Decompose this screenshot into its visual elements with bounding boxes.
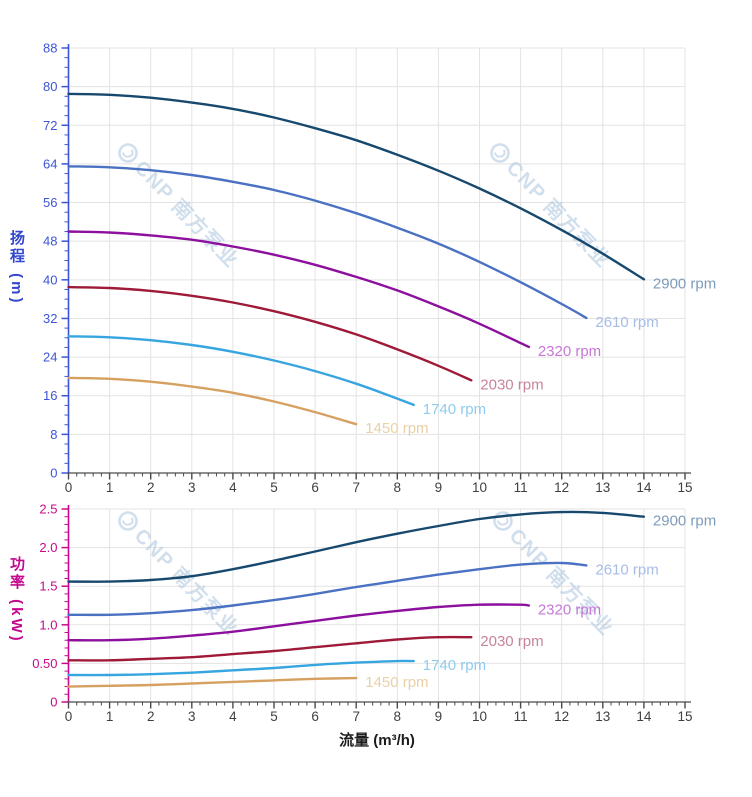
cnp-logo-icon	[118, 143, 138, 163]
x-tick-label: 15	[677, 709, 692, 724]
x-tick-label: 8	[394, 709, 402, 724]
x-tick-label: 12	[554, 480, 569, 495]
curve-2320-rpm	[67, 230, 530, 349]
cnp-logo-icon	[493, 511, 513, 531]
y-tick-label: 48	[43, 234, 57, 249]
y-tick-label: 16	[43, 388, 57, 403]
cnp-logo-icon	[118, 511, 138, 531]
x-tick-label: 3	[188, 480, 196, 495]
x-tick-label: 5	[270, 709, 278, 724]
x-tick-label: 4	[229, 709, 237, 724]
cnp-logo-swoosh	[496, 517, 509, 526]
cnp-logo-icon	[490, 143, 510, 163]
curve-2610-rpm	[67, 165, 588, 320]
y-tick-label: 32	[43, 311, 57, 326]
grid-layer	[68, 47, 686, 702]
x-tick-label: 0	[65, 480, 73, 495]
y-tick-label: 80	[43, 79, 57, 94]
curve-label-2320-rpm: 2320 rpm	[538, 343, 601, 360]
curve-label-1740-rpm: 1740 rpm	[423, 401, 486, 418]
curve-label-1450-rpm: 1450 rpm	[365, 674, 428, 691]
y-tick-label: 0.50	[32, 656, 57, 671]
curve-2320-rpm	[67, 603, 530, 642]
x-tick-label: 4	[229, 480, 237, 495]
curve-label-1450-rpm: 1450 rpm	[365, 420, 428, 437]
curve-label-2900-rpm: 2900 rpm	[653, 513, 716, 530]
x-tick-label: 1	[106, 709, 114, 724]
x-tick-label: 11	[514, 480, 528, 495]
x-tick-label: 9	[435, 709, 443, 724]
x-tick-label: 7	[352, 480, 360, 495]
y-tick-label: 56	[43, 195, 57, 210]
x-tick-label: 13	[595, 709, 610, 724]
watermark-text: CNP 南方泵业	[130, 523, 244, 640]
curve-1740-rpm	[67, 659, 415, 677]
y-tick-label: 40	[43, 272, 57, 287]
x-tick-label: 0	[65, 709, 73, 724]
y-tick-label: 0	[50, 695, 57, 710]
x-tick-label: 14	[636, 480, 652, 495]
watermark-text: CNP 南方泵业	[502, 155, 616, 272]
head-axis-title: 扬程 (m)	[8, 230, 25, 306]
curve-label-2030-rpm: 2030 rpm	[480, 376, 543, 393]
x-tick-label: 6	[311, 709, 319, 724]
x-tick-label: 2	[147, 709, 155, 724]
y-tick-label: 2.0	[39, 540, 57, 555]
x-tick-label: 8	[394, 480, 402, 495]
y-tick-label: 1.5	[39, 579, 57, 594]
curves-layer: 2900 rpm 2610 rpm 2320 rpm 2030 rpm 1740 rpm…	[67, 92, 716, 691]
x-tick-label: 10	[472, 480, 487, 495]
y-tick-label: 8	[50, 427, 57, 442]
y-tick-label: 24	[43, 350, 57, 365]
cnp-logo-swoosh	[121, 149, 134, 158]
curve-2030-rpm	[67, 285, 473, 382]
x-tick-label: 3	[188, 709, 196, 724]
x-tick-label: 1	[106, 480, 114, 495]
x-tick-label: 14	[636, 709, 652, 724]
cnp-logo-swoosh	[121, 517, 134, 526]
curve-2900-rpm	[67, 510, 646, 583]
watermark: CNP 南方泵业	[490, 143, 616, 272]
power-axis-title: 功率 (kW)	[8, 556, 25, 644]
x-tick-label: 13	[595, 480, 610, 495]
curve-label-2900-rpm: 2900 rpm	[653, 275, 716, 292]
watermark: CNP 南方泵业	[118, 511, 244, 640]
y-tick-label: 2.5	[39, 502, 57, 517]
x-tick-label: 11	[514, 709, 528, 724]
y-tick-label: 0	[50, 466, 57, 481]
watermark: CNP 南方泵业	[118, 143, 244, 272]
curve-label-2610-rpm: 2610 rpm	[595, 314, 658, 331]
y-tick-label: 88	[43, 41, 57, 56]
y-tick-label: 64	[43, 156, 57, 171]
curve-1450-rpm	[67, 676, 358, 688]
cnp-logo-swoosh	[493, 149, 506, 158]
flow-axis-title: 流量 (m³/h)	[339, 732, 415, 749]
curve-2610-rpm	[67, 561, 588, 617]
curve-2900-rpm	[67, 92, 646, 281]
curve-label-2320-rpm: 2320 rpm	[538, 602, 601, 619]
x-tick-label: 12	[554, 709, 569, 724]
y-tick-label: 72	[43, 118, 57, 133]
curve-label-1740-rpm: 1740 rpm	[423, 657, 486, 674]
curve-1740-rpm	[67, 335, 415, 407]
curve-2030-rpm	[67, 635, 473, 662]
x-tick-label: 15	[677, 480, 692, 495]
curve-label-2030-rpm: 2030 rpm	[480, 633, 543, 650]
x-tick-label: 7	[352, 709, 360, 724]
curve-1450-rpm	[67, 376, 358, 426]
x-tick-label: 5	[270, 480, 278, 495]
x-tick-label: 6	[311, 480, 319, 495]
x-tick-label: 2	[147, 480, 155, 495]
x-tick-label: 9	[435, 480, 443, 495]
watermark-text: CNP 南方泵业	[130, 155, 244, 272]
x-tick-label: 10	[472, 709, 487, 724]
y-tick-label: 1.0	[39, 617, 57, 632]
curve-label-2610-rpm: 2610 rpm	[595, 561, 658, 578]
